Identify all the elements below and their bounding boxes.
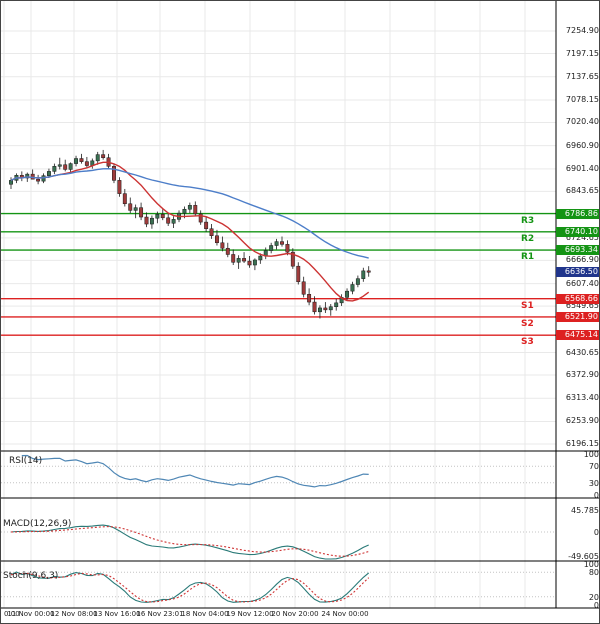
grid-group [1, 1, 556, 608]
ma-fast-line [10, 161, 370, 302]
stoch-k-line [10, 571, 370, 603]
candles-group [9, 149, 371, 319]
rsi-line [21, 454, 369, 488]
stoch-d-line [10, 572, 370, 603]
macd-signal-line [10, 526, 369, 557]
levels-group [1, 212, 556, 336]
time-axis[interactable] [1, 608, 599, 623]
separators-group [1, 1, 599, 609]
price-axis[interactable] [556, 1, 599, 608]
ma-slow-line [10, 167, 369, 259]
